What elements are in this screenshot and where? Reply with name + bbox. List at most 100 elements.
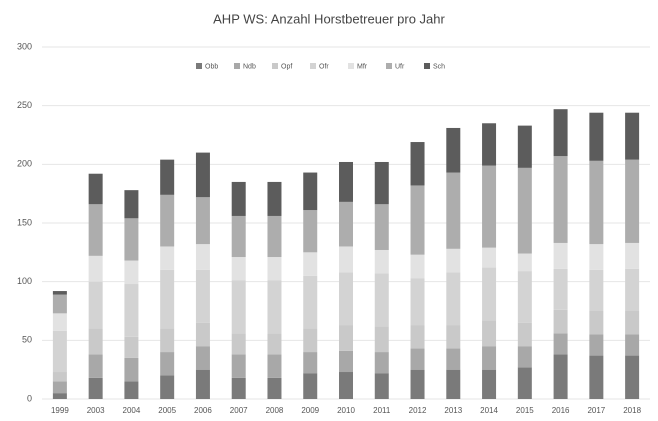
bar-segment	[625, 159, 640, 243]
bar-segment	[88, 354, 103, 378]
bar-segment	[553, 333, 568, 355]
x-tick-label: 2016	[552, 406, 570, 415]
bar-segment	[446, 369, 461, 399]
x-tick-label: 2009	[301, 406, 319, 415]
chart-title: AHP WS: Anzahl Horstbetreuer pro Jahr	[213, 11, 445, 26]
legend-label: Ufr	[395, 63, 405, 70]
bar-segment	[88, 255, 103, 282]
bar-segment	[160, 159, 175, 195]
legend-label: Mfr	[357, 63, 368, 70]
bar-segment	[553, 309, 568, 334]
bar-segment	[625, 242, 640, 269]
x-tick-label: 2008	[266, 406, 284, 415]
bar-segment	[517, 346, 532, 368]
bar-segment	[267, 333, 282, 355]
bar-segment	[553, 354, 568, 399]
bar-segment	[52, 294, 67, 314]
bar-segment	[195, 369, 210, 399]
bar-segment	[124, 218, 139, 261]
bar-segment	[410, 254, 425, 279]
x-tick-label: 2010	[337, 406, 355, 415]
legend-label: Opf	[281, 63, 292, 70]
legend-label: Obb	[205, 63, 218, 70]
x-tick-label: 2006	[194, 406, 212, 415]
bar-segment	[195, 197, 210, 245]
bar-segment	[553, 156, 568, 243]
bar-segment	[482, 320, 497, 347]
bar-segment	[231, 280, 246, 334]
bar-segment	[160, 352, 175, 376]
x-tick-label: 1999	[51, 406, 69, 415]
legend-swatch	[196, 63, 202, 69]
legend-swatch	[272, 63, 278, 69]
bar-segment	[160, 375, 175, 399]
bar-segment	[517, 253, 532, 272]
bar-segment	[446, 127, 461, 173]
bar-segment	[625, 268, 640, 311]
bar-segment	[195, 244, 210, 270]
bar-segment	[374, 249, 389, 274]
bar-segment	[339, 272, 353, 326]
bar-segment	[374, 273, 389, 327]
bar-segment	[231, 181, 246, 216]
bar-segment	[410, 348, 425, 370]
bar-segment	[52, 330, 67, 373]
bar-segment	[553, 109, 568, 157]
bar-segment	[625, 355, 640, 399]
x-tick-label: 2017	[587, 406, 605, 415]
x-tick-label: 2007	[230, 406, 248, 415]
bar-segment	[52, 393, 67, 399]
bar-segment	[517, 367, 532, 399]
bar-segment	[124, 336, 139, 358]
bar-segment	[625, 334, 640, 356]
bar-segment	[267, 215, 282, 258]
bar-segment	[517, 322, 532, 347]
x-tick-label: 2011	[373, 406, 391, 415]
bar-segment	[52, 313, 67, 331]
bar-segment	[339, 350, 353, 373]
bar-segment	[303, 275, 318, 329]
x-tick-label: 2018	[623, 406, 641, 415]
bar-segment	[231, 215, 246, 258]
bar-segment	[231, 377, 246, 399]
bar-segment	[589, 355, 604, 399]
bar-segment	[267, 181, 282, 216]
bar-segment	[52, 291, 67, 295]
legend-swatch	[424, 63, 430, 69]
bar-segment	[267, 354, 282, 378]
bar-segment	[124, 190, 139, 219]
bar-segment	[374, 352, 389, 374]
bar-segment	[231, 257, 246, 281]
bar-segment	[160, 194, 175, 247]
bar-segment	[339, 246, 353, 273]
bar-segment	[410, 369, 425, 399]
y-tick-label: 50	[22, 335, 32, 345]
bar-segment	[267, 257, 282, 281]
bar-segment	[482, 123, 497, 166]
bar-segment	[589, 269, 604, 311]
bar-segment	[195, 346, 210, 370]
bar-segment	[124, 381, 139, 399]
bar-segment	[231, 333, 246, 355]
y-tick-label: 250	[17, 100, 32, 110]
y-tick-label: 0	[27, 393, 32, 403]
bar-segment	[231, 354, 246, 378]
bar-segment	[52, 381, 67, 394]
bar-segment	[339, 325, 353, 351]
bar-segment	[374, 204, 389, 250]
bar-segment	[410, 278, 425, 326]
bar-segment	[553, 242, 568, 269]
y-tick-label: 200	[17, 159, 32, 169]
x-tick-label: 2014	[480, 406, 498, 415]
bar-segment	[589, 334, 604, 356]
bar-segment	[303, 210, 318, 253]
bar-segment	[410, 185, 425, 255]
bar-segment	[267, 377, 282, 399]
bar-segment	[339, 201, 353, 247]
bar-segment	[446, 248, 461, 273]
bar-segment	[303, 172, 318, 211]
bar-segment	[625, 311, 640, 335]
bar-segment	[589, 311, 604, 335]
y-tick-label: 300	[17, 41, 32, 51]
x-tick-label: 2003	[87, 406, 105, 415]
